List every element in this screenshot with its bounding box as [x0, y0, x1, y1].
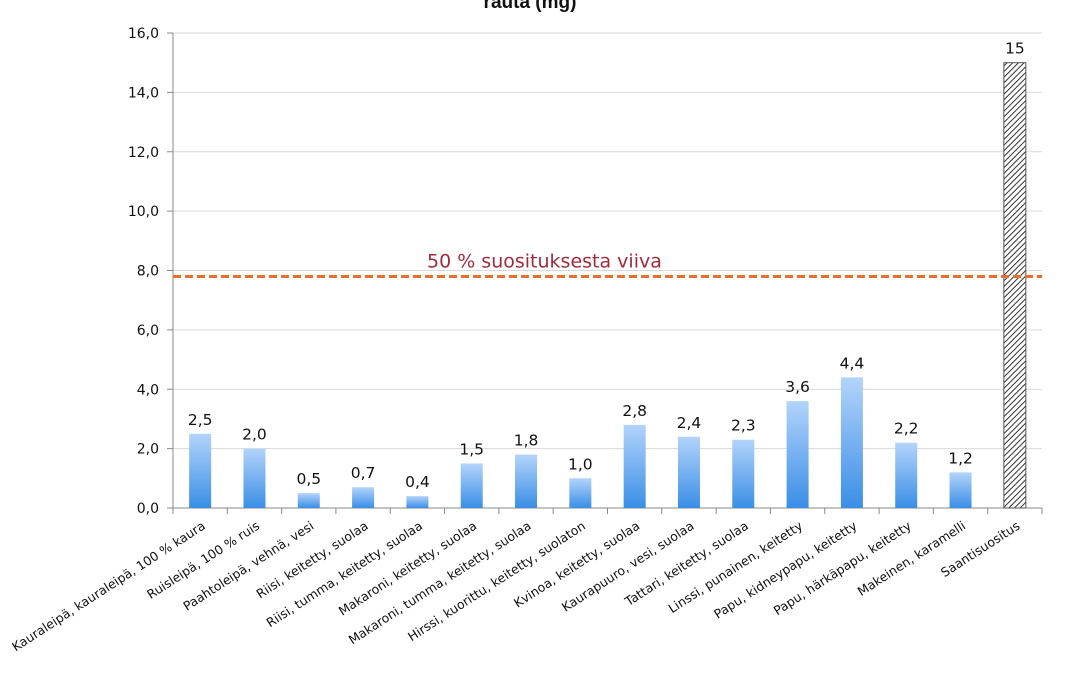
y-tick-label: 8,0	[137, 264, 159, 280]
bar	[352, 487, 375, 508]
bar	[460, 463, 483, 508]
data-label: 1,2	[948, 449, 973, 467]
data-label: 1,8	[514, 432, 539, 450]
chart-title: rauta (mg)	[484, 0, 577, 13]
y-tick-label: 0,0	[137, 501, 159, 517]
y-tick-label: 16,0	[128, 26, 159, 42]
y-tick-label: 14,0	[128, 85, 159, 101]
data-label: 1,0	[568, 455, 593, 473]
bar	[569, 478, 592, 508]
data-label: 2,3	[731, 417, 756, 435]
data-label: 2,0	[242, 426, 267, 444]
y-tick-label: 2,0	[137, 442, 159, 458]
y-tick-label: 10,0	[128, 204, 159, 220]
bar	[949, 472, 972, 508]
data-label: 2,4	[677, 414, 702, 432]
axes	[172, 33, 1043, 514]
bar	[895, 442, 918, 508]
data-label: 2,2	[894, 420, 919, 438]
bar	[732, 439, 755, 508]
data-label: 0,7	[351, 464, 376, 482]
bars	[189, 62, 1027, 509]
data-labels: 2,5 2,0 0,5 0,7 0,4 1,5 1,8 1,0 2,8 2,4 2,3 3,6 4,4 2…	[188, 40, 1025, 491]
data-label: 2,8	[622, 402, 647, 420]
data-label: 0,4	[405, 473, 430, 491]
y-axis-tick-labels: 0,0 2,0 4,0 6,0 8,0 10,0 12,0 14,0 16,0	[128, 26, 159, 517]
data-label: 15	[1005, 40, 1025, 58]
bar	[623, 424, 646, 508]
reference-line-label: 50 % suosituksesta viiva	[427, 250, 662, 272]
data-label: 0,5	[296, 470, 321, 488]
data-label: 3,6	[785, 378, 810, 396]
data-label: 2,5	[188, 411, 213, 429]
bar	[189, 433, 212, 508]
y-tick-label: 6,0	[137, 323, 159, 339]
gridlines	[167, 32, 1042, 509]
x-category-label: Kauraleipä, kauraleipä, 100 % kaura	[9, 518, 208, 654]
bar	[677, 436, 700, 508]
bar	[840, 377, 863, 508]
y-tick-label: 12,0	[128, 145, 159, 161]
data-label: 1,5	[459, 440, 484, 458]
bar	[243, 448, 266, 508]
reference-line: 50 % suosituksesta viiva	[173, 250, 1042, 278]
bar	[515, 454, 538, 508]
bar	[786, 401, 809, 508]
y-tick-label: 4,0	[137, 382, 159, 398]
bar	[406, 496, 429, 508]
bar	[297, 493, 320, 508]
bar-saantisuositus	[1003, 62, 1027, 509]
data-label: 4,4	[840, 354, 865, 372]
x-axis-category-labels: Kauraleipä, kauraleipä, 100 % kauraRuisl…	[9, 518, 1022, 655]
